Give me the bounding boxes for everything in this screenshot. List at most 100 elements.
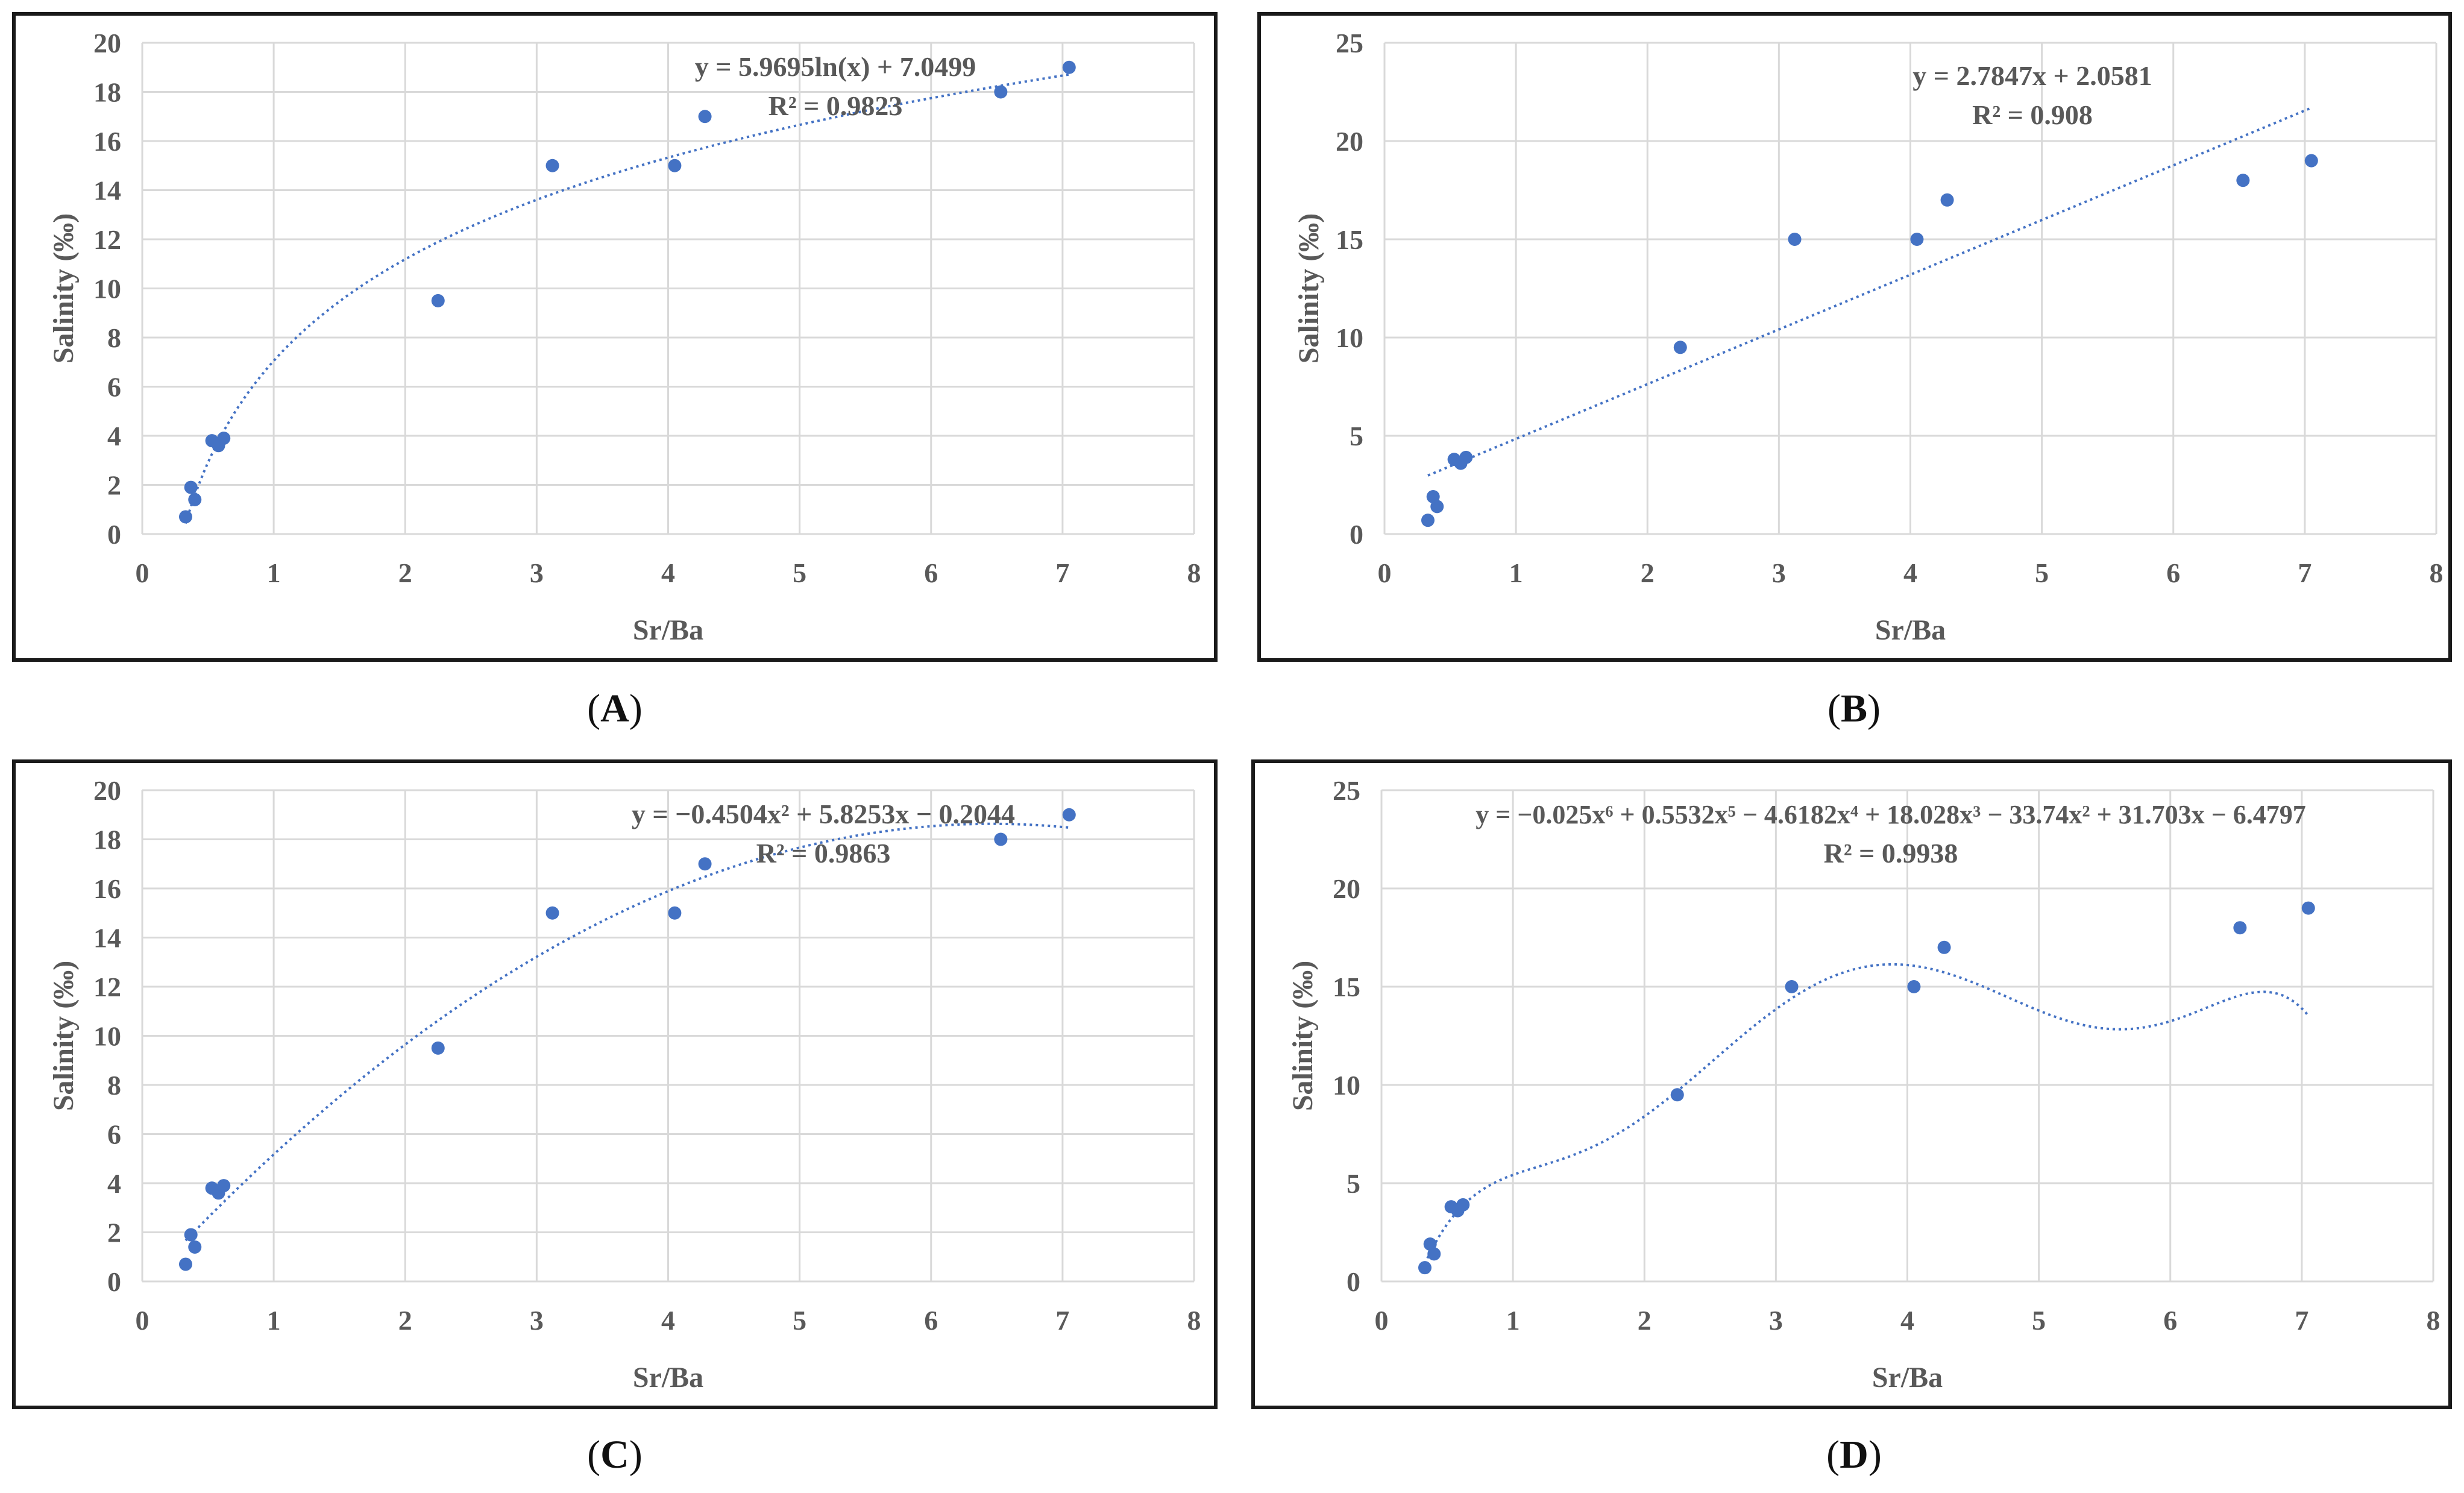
- chart-a-ytick-label: 14: [93, 175, 121, 206]
- chart-a-ytick-label: 18: [93, 77, 121, 108]
- chart-d-xtick-label: 0: [1375, 1305, 1389, 1336]
- chart-d-data-point: [1427, 1247, 1441, 1261]
- caption-d: (D): [1826, 1433, 1882, 1477]
- chart-d-xtick-label: 1: [1506, 1305, 1520, 1336]
- chart-b-xtick-label: 8: [2430, 558, 2444, 588]
- chart-panel-b: 0 1 2 3 4 5 6 7 8 0 5 10 15 20 25 Sr/Ba Salinity (‰) y = …: [1257, 12, 2452, 662]
- chart-a-equation: y = 5.9695ln(x) + 7.0499: [695, 51, 976, 82]
- chart-b-ytick-label: 10: [1336, 322, 1363, 353]
- chart-b-data-point: [1940, 193, 1954, 207]
- chart-a-ytick-label: 12: [93, 224, 121, 255]
- chart-b-xtick-label: 0: [1378, 558, 1392, 588]
- chart-b-data-point: [1788, 233, 1802, 246]
- chart-c-xtick-label: 2: [398, 1305, 412, 1336]
- chart-a-trendline: [184, 73, 1070, 524]
- chart-c-xtick-label: 1: [267, 1305, 281, 1336]
- chart-a-ytick-label: 8: [107, 322, 121, 353]
- chart-c-data-point: [545, 906, 559, 920]
- chart-c-data-point: [431, 1041, 445, 1055]
- chart-a-data-point: [545, 159, 559, 172]
- chart-c-ytick-label: 18: [93, 825, 121, 855]
- chart-c-ytick-label: 6: [107, 1119, 121, 1150]
- chart-d-ytick-label: 5: [1347, 1168, 1360, 1199]
- chart-panel-c: 0 1 2 3 4 5 6 7 8 0 2 4 6 8 10 12 14 16 18 20 Sr/Ba Salinity …: [12, 759, 1218, 1409]
- chart-b-r-squared: R² = 0.908: [1972, 99, 2093, 130]
- chart-a-data-point: [668, 159, 682, 172]
- chart-c-ytick-label: 12: [93, 972, 121, 1002]
- chart-c-data-point: [178, 1257, 192, 1271]
- chart-a-data-point: [184, 480, 198, 494]
- chart-a-xtick-label: 6: [924, 558, 938, 588]
- chart-c-data-point: [994, 832, 1008, 846]
- chart-d-r-squared: R² = 0.9938: [1824, 838, 1958, 869]
- chart-c-xtick-label: 5: [793, 1305, 806, 1336]
- chart-b-svg: 0 1 2 3 4 5 6 7 8 0 5 10 15 20 25 Sr/Ba Salinity (‰) y = …: [1293, 28, 2444, 646]
- chart-c-xtick-label: 0: [136, 1305, 149, 1336]
- chart-a-xtick-label: 0: [136, 558, 149, 588]
- chart-b-xlabel: Sr/Ba: [1875, 614, 1946, 646]
- chart-b-ytick-label: 25: [1336, 28, 1363, 58]
- chart-a-ytick-label: 4: [107, 421, 121, 451]
- chart-b-ytick-label: 5: [1350, 421, 1363, 451]
- chart-b-ytick-label: 0: [1350, 519, 1363, 550]
- chart-d-ytick-label: 25: [1333, 775, 1360, 806]
- chart-b-xtick-label: 2: [1641, 558, 1655, 588]
- chart-c-ylabel: Salinity (‰): [48, 961, 80, 1111]
- caption-b-label: B: [1840, 687, 1868, 731]
- chart-panel-a: 0 1 2 3 4 5 6 7 8 0 2 4 6 8 10 12 14 16 18 20 Sr/Ba Salinity …: [12, 12, 1218, 662]
- chart-c-xtick-label: 6: [924, 1305, 938, 1336]
- chart-b-xtick-label: 7: [2298, 558, 2312, 588]
- chart-b-xtick-label: 1: [1509, 558, 1523, 588]
- chart-c-ytick-label: 8: [107, 1070, 121, 1101]
- chart-c-xtick-label: 8: [1187, 1305, 1201, 1336]
- chart-a-xtick-label: 2: [398, 558, 412, 588]
- caption-c: (C): [587, 1433, 643, 1477]
- chart-b-ytick-label: 15: [1336, 224, 1363, 255]
- chart-d-ytick-label: 20: [1333, 873, 1360, 904]
- chart-d-ytick-label: 0: [1347, 1266, 1360, 1297]
- chart-d-svg: 0 1 2 3 4 5 6 7 8 0 5 10 15 20 25 Sr/Ba Salinity (‰) y = …: [1287, 775, 2440, 1394]
- chart-a-ytick-label: 0: [107, 519, 121, 550]
- chart-c-xlabel: Sr/Ba: [633, 1362, 703, 1394]
- caption-a-label: A: [600, 687, 629, 731]
- chart-d-data-point: [2233, 921, 2247, 935]
- chart-a-xtick-label: 5: [793, 558, 806, 588]
- chart-b-xtick-label: 5: [2035, 558, 2049, 588]
- chart-c-ytick-label: 4: [107, 1168, 121, 1199]
- chart-b-trendline: [1427, 107, 2312, 477]
- chart-c-xtick-label: 3: [530, 1305, 544, 1336]
- chart-d-data-point: [1670, 1088, 1684, 1102]
- chart-a-data-point: [217, 432, 231, 445]
- chart-b-data-point: [1421, 514, 1435, 527]
- chart-b-data-point: [1910, 233, 1924, 246]
- chart-c-ytick-label: 2: [107, 1218, 121, 1248]
- chart-d-xtick-label: 8: [2427, 1305, 2440, 1336]
- caption-a: (A): [587, 687, 643, 731]
- chart-a-xtick-label: 1: [267, 558, 281, 588]
- chart-a-r-squared: R² = 0.9823: [768, 90, 903, 121]
- chart-c-xtick-label: 7: [1055, 1305, 1069, 1336]
- chart-d-xtick-label: 7: [2295, 1305, 2308, 1336]
- chart-c-r-squared: R² = 0.9863: [756, 838, 891, 869]
- chart-a-ylabel: Salinity (‰): [48, 213, 80, 363]
- chart-a-data-point: [994, 85, 1008, 99]
- chart-a-data-point: [431, 294, 445, 307]
- chart-c-svg: 0 1 2 3 4 5 6 7 802468101214161820Sr/BaSalinity …: [48, 775, 1201, 1394]
- chart-b-xtick-label: 4: [1903, 558, 1917, 588]
- chart-d-ytick-label: 15: [1333, 972, 1360, 1002]
- chart-c-ytick-label: 20: [93, 775, 121, 806]
- chart-d-xtick-label: 4: [1900, 1305, 1914, 1336]
- chart-c-data-point: [668, 906, 682, 920]
- chart-a-data-point: [188, 492, 202, 506]
- chart-c-xtick-label: 4: [661, 1305, 675, 1336]
- chart-d-data-point: [1937, 940, 1951, 954]
- chart-a-svg: 0 1 2 3 4 5 6 7 802468101214161820Sr/BaSalinity …: [48, 28, 1201, 646]
- chart-c-trendline: [184, 822, 1069, 1242]
- chart-a-data-point: [698, 110, 712, 124]
- chart-d-data-point: [1418, 1261, 1432, 1275]
- chart-c-data-point: [1062, 808, 1076, 822]
- chart-c-data-point: [698, 857, 712, 871]
- chart-b-data-point: [2236, 174, 2250, 187]
- chart-d-equation: y = −0.025x⁶ + 0.5532x⁵ − 4.6182x⁴ + 18.…: [1476, 800, 2306, 829]
- chart-b-xtick-label: 6: [2166, 558, 2180, 588]
